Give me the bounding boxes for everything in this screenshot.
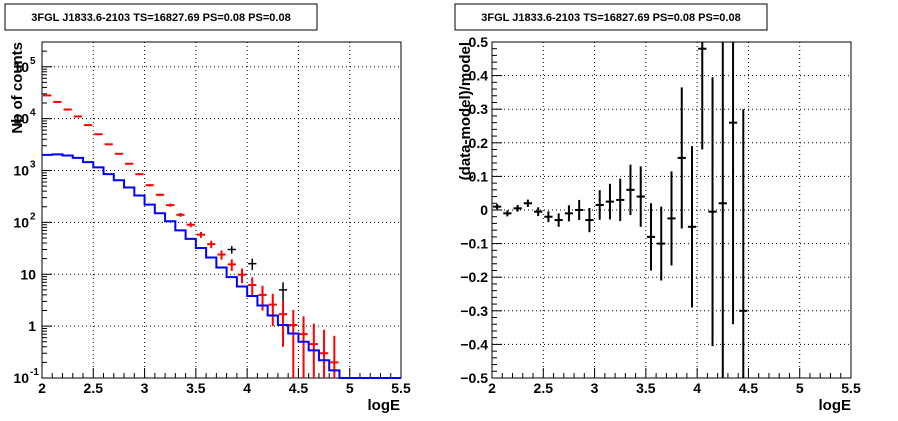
counts-data-marks [42, 94, 401, 379]
counts-y-tick-exponent: 3 [30, 160, 36, 171]
counts-x-tick-label: 4 [243, 380, 251, 396]
counts-model-histogram [42, 153, 401, 379]
counts-y-tick-label: 10 [13, 163, 29, 179]
residual-x-tick-label: 3 [591, 380, 599, 396]
residual-x-tick-labels: 2 2.5 3 3.5 4 4.5 5 5.5 [488, 380, 861, 396]
counts-title-frame [4, 3, 318, 31]
counts-x-tick-label: 3 [141, 380, 149, 396]
counts-title: 3FGL J1833.6-2103 TS=16827.69 PS=0.08 PS… [31, 12, 290, 24]
counts-grid [42, 42, 401, 378]
residual-x-axis-title: logE [819, 397, 852, 414]
counts-x-tick-label: 4.5 [289, 380, 309, 396]
residual-y-tick-label: 0.5 [469, 34, 489, 50]
counts-y-tick-exponent: -1 [30, 367, 39, 378]
residual-y-axis-title: (data-model)/model [457, 42, 474, 180]
residual-y-tick-label: −0.5 [460, 370, 488, 386]
counts-y-tick-label: 10 [13, 370, 29, 386]
counts-x-tick-label: 3.5 [186, 380, 206, 396]
residual-y-tick-label: 0.3 [469, 101, 489, 117]
counts-y-tick-label: 10 [13, 111, 29, 127]
counts-x-axis-title: logE [368, 397, 401, 414]
residual-title-frame [454, 3, 768, 31]
residual-x-tick-label: 4 [693, 380, 701, 396]
residual-y-tick-label: −0.4 [460, 336, 488, 352]
residual-x-tick-label: 3.5 [636, 380, 656, 396]
residual-y-tick-label: 0 [480, 202, 488, 218]
counts-y-tick-label: 10 [20, 266, 36, 282]
residual-y-tick-label: 0.4 [469, 68, 489, 84]
counts-y-tick-label: 1 [28, 318, 36, 334]
counts-x-tick-label: 5 [346, 380, 354, 396]
counts-y-tick-label: 10 [13, 59, 29, 75]
counts-panel: 3FGL J1833.6-2103 TS=16827.69 PS=0.08 PS… [4, 3, 411, 414]
counts-y-tick-exponent: 4 [30, 108, 36, 119]
residual-grid [492, 42, 851, 378]
residual-x-tick-label: 4.5 [739, 380, 759, 396]
residual-y-tick-label: −0.1 [460, 236, 488, 252]
residual-data-marks [493, 42, 748, 378]
counts-y-axis-title: Nb of counts [9, 42, 26, 134]
residual-x-tick-label: 5.5 [841, 380, 861, 396]
counts-y-tick-label: 10 [13, 214, 29, 230]
counts-x-tick-label: 5.5 [391, 380, 411, 396]
residual-y-tick-label: 0.1 [469, 168, 489, 184]
counts-y-tick-exponent: 5 [30, 56, 36, 67]
counts-x-tick-labels: 2 2.5 3 3.5 4 4.5 5 5.5 [38, 380, 411, 396]
residual-x-tick-label: 2.5 [534, 380, 554, 396]
residual-ticks [491, 41, 852, 379]
residual-y-tick-label: −0.2 [460, 269, 488, 285]
residual-y-tick-labels: −0.5 −0.4 −0.3 −0.2 −0.1 0 0.1 0.2 0.3 0.4 0.5 [460, 34, 488, 386]
counts-y-tick-exponent: 2 [30, 211, 36, 222]
residual-title-box: 3FGL J1833.6-2103 TS=16827.69 PS=0.08 PS… [454, 3, 768, 31]
residual-x-tick-label: 2 [488, 380, 496, 396]
residual-title: 3FGL J1833.6-2103 TS=16827.69 PS=0.08 PS… [481, 12, 740, 24]
counts-x-tick-label: 2 [38, 380, 46, 396]
residual-panel: 3FGL J1833.6-2103 TS=16827.69 PS=0.08 PS… [454, 3, 861, 414]
residual-x-tick-label: 5 [796, 380, 804, 396]
counts-x-tick-label: 2.5 [84, 380, 104, 396]
counts-plot-frame [41, 41, 402, 379]
residual-y-tick-label: 0.2 [469, 135, 489, 151]
counts-title-box: 3FGL J1833.6-2103 TS=16827.69 PS=0.08 PS… [4, 3, 318, 31]
residual-y-tick-label: −0.3 [460, 303, 488, 319]
